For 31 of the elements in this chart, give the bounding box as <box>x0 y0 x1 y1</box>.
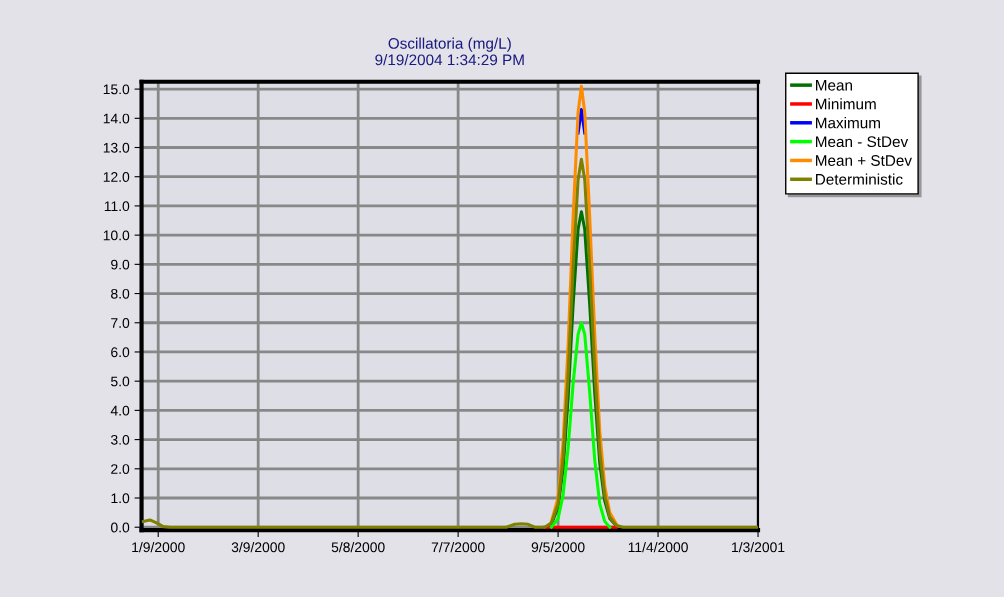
y-tick-label: 1.0 <box>111 493 130 504</box>
y-tick-label: 10.0 <box>103 230 130 241</box>
y-tick-label: 4.0 <box>110 405 130 416</box>
x-tick-label: 9/5/2000 <box>531 541 585 553</box>
chart-subtitle: 9/19/2004 1:34:29 PM <box>375 54 524 66</box>
legend-label: Deterministic <box>816 173 903 185</box>
y-tick-label: 15.0 <box>103 84 130 95</box>
y-tick-label: 6.0 <box>111 347 130 358</box>
legend-label: Mean + StDev <box>816 155 912 166</box>
y-tick-label: 12.0 <box>103 172 130 182</box>
y-tick-label: 7.0 <box>111 318 130 328</box>
y-tick-label: 5.0 <box>111 376 130 387</box>
x-tick-label: 11/4/2000 <box>628 541 688 553</box>
x-tick-label: 7/7/2000 <box>431 541 485 553</box>
x-tick-label: 1/3/2001 <box>732 541 785 553</box>
legend-label: Mean <box>816 79 852 91</box>
y-tick-label: 13.0 <box>103 142 130 153</box>
legend-label: Mean - StDev <box>816 136 909 148</box>
y-tick-label: 3.0 <box>110 434 130 445</box>
y-tick-label: 9.0 <box>111 259 130 270</box>
y-tick-label: 0.0 <box>111 522 130 533</box>
x-tick-label: 5/8/2000 <box>331 541 385 553</box>
legend-label: Maximum <box>816 117 880 129</box>
y-tick-label: 14.0 <box>103 113 130 124</box>
y-tick-label: 8.0 <box>111 288 130 299</box>
x-tick-label: 3/9/2000 <box>231 541 285 553</box>
chart-title: Oscillatoria (mg/L) <box>388 37 511 52</box>
legend-label: Minimum <box>816 98 876 110</box>
y-tick-label: 2.0 <box>111 464 130 474</box>
x-tick-label: 1/9/2000 <box>132 541 185 553</box>
y-tick-label: 11.0 <box>104 201 130 212</box>
